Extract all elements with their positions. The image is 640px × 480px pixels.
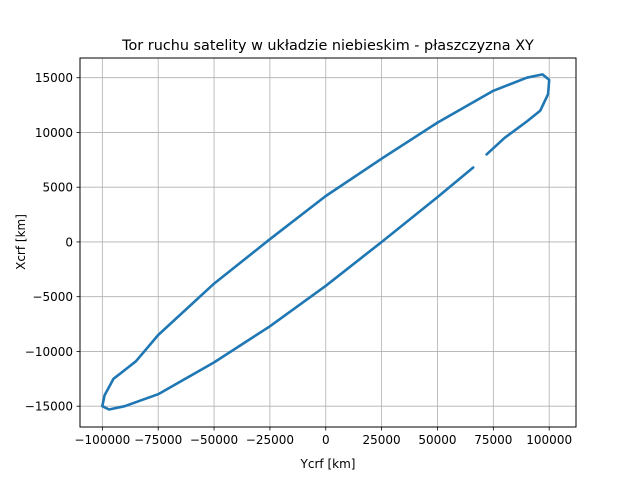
y-tick-label: −10000 — [25, 345, 73, 359]
x-tick-label: 100000 — [526, 433, 572, 447]
y-tick-label: −15000 — [25, 400, 73, 414]
x-axis-label: Ycrf [km] — [300, 457, 356, 471]
x-tick-label: 0 — [322, 433, 330, 447]
x-tick-label: −100000 — [74, 433, 130, 447]
y-tick-label: 10000 — [35, 126, 73, 140]
x-tick-label: 25000 — [363, 433, 401, 447]
axes-frame — [79, 57, 577, 428]
y-axis-label: Xcrf [km] — [14, 214, 28, 270]
orbit-trajectory-line — [101, 73, 551, 411]
x-axis-ticks: −100000 −75000 −50000 −25000 0 25000 50000 7500… — [74, 427, 572, 447]
x-tick-label: −75000 — [134, 433, 182, 447]
x-tick-label: −50000 — [190, 433, 238, 447]
x-tick-label: 75000 — [474, 433, 512, 447]
x-tick-label: 50000 — [418, 433, 456, 447]
chart-title: Tor ruchu satelity w układzie niebieskim… — [121, 38, 534, 54]
y-tick-label: 0 — [65, 235, 73, 249]
y-tick-label: 5000 — [42, 181, 73, 195]
y-tick-label: −5000 — [32, 290, 73, 304]
y-axis-ticks: −15000 −10000 −5000 0 5000 10000 15000 — [25, 71, 80, 414]
x-tick-label: −25000 — [246, 433, 294, 447]
plot-series — [101, 73, 551, 411]
y-tick-label: 15000 — [35, 71, 73, 85]
